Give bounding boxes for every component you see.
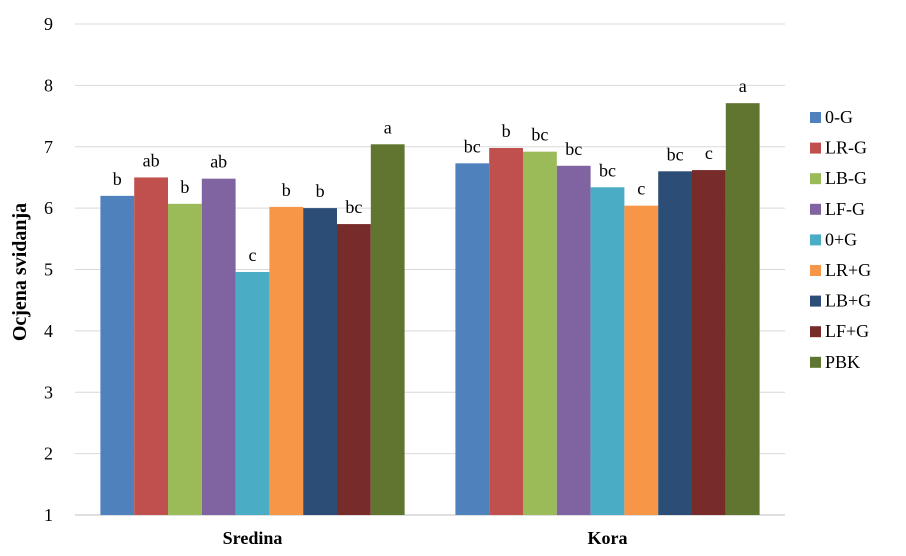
bar [201,178,236,516]
legend-label: 0+G [825,229,857,249]
x-axis-categories: Sredina Kora [223,528,628,548]
significance-label: b [502,121,511,141]
legend-item: LB-G [810,168,867,188]
legend-swatch [810,203,821,215]
significance-label: ab [210,152,227,172]
bar [168,203,202,516]
legend-swatch [810,326,821,338]
y-tick-label: 8 [44,75,53,95]
bar [370,144,405,516]
bar [725,103,760,515]
bar [590,187,625,515]
legend-swatch [810,356,821,368]
significance-label: a [384,117,392,137]
significance-label: bc [667,144,684,164]
bar [134,177,168,515]
bar [455,163,490,516]
significance-label: bc [464,136,481,156]
bar [235,271,270,515]
legend-label: 0-G [825,107,853,127]
bar [489,147,523,516]
significance-label: b [180,177,189,197]
legend-label: LR-G [825,138,867,158]
legend-label: LR+G [825,260,871,280]
significance-label: ab [143,150,160,170]
significance-label: c [637,179,645,199]
y-tick-label: 3 [44,382,53,402]
legend-label: PBK [825,352,860,372]
legend-swatch [810,265,821,276]
bars [100,103,760,516]
bar [523,151,557,515]
bar [692,170,726,515]
significance-label: b [316,181,325,201]
y-axis-ticks: 1 2 3 4 5 6 7 8 9 [44,14,53,525]
bar [624,205,659,516]
legend-item: LR+G [810,260,871,280]
legend-item: PBK [810,352,860,372]
legend: 0-G LR-G LB-G LF-G 0+G LR+G LB+G LF+G PBK [810,107,871,372]
significance-label: bc [531,125,548,145]
legend-swatch [810,173,821,185]
legend-item: LR-G [810,138,867,158]
significance-label: b [282,180,291,200]
y-tick-label: 4 [44,321,53,341]
legend-item: LF+G [810,321,869,341]
significance-label: c [249,245,257,265]
significance-label: bc [345,197,362,217]
legend-item: 0+G [810,229,857,249]
y-tick-label: 5 [44,260,53,280]
legend-label: LF+G [825,321,869,341]
significance-label: b [113,169,122,189]
bar [337,224,371,515]
y-tick-label: 9 [44,14,53,34]
significance-label: a [739,76,747,96]
legend-label: LB+G [825,291,871,311]
y-tick-label: 1 [44,505,53,525]
significance-label: bc [565,139,582,159]
significance-label: bc [599,160,616,180]
bar [100,195,135,515]
legend-label: LF-G [825,199,865,219]
significance-label: c [705,143,713,163]
y-tick-label: 6 [44,198,53,218]
bar [658,171,692,516]
y-tick-label: 7 [44,137,53,157]
legend-swatch [810,112,821,123]
y-tick-label: 2 [44,444,53,464]
legend-swatch [810,234,821,246]
legend-label: LB-G [825,168,867,188]
bar [556,165,591,515]
y-axis-label: Ocjena svidanja [9,203,31,341]
category-label: Sredina [223,528,283,548]
legend-item: LB+G [810,291,871,311]
bar [269,206,304,515]
legend-swatch [810,295,821,307]
legend-item: 0-G [810,107,853,127]
legend-item: LF-G [810,199,865,219]
bar [303,208,337,515]
legend-swatch [810,142,821,154]
category-label: Kora [588,528,628,548]
